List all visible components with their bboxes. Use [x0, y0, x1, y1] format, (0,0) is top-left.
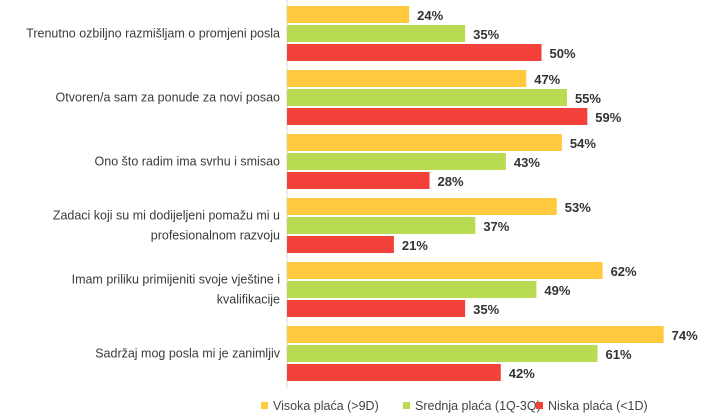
bar-low	[287, 108, 588, 125]
category-label: profesionalnom razvoju	[151, 229, 280, 243]
legend-label: Visoka plaća (>9D)	[273, 399, 379, 413]
category-label: Otvoren/a sam za ponude za novi posao	[56, 91, 280, 105]
data-label: 37%	[483, 219, 509, 234]
category-label: Ono što radim ima svrhu i smisao	[95, 155, 281, 169]
data-label: 50%	[550, 46, 576, 61]
bar-mid	[287, 217, 476, 234]
bar-mid	[287, 89, 567, 106]
category-label: Sadržaj mog posla mi je zanimljiv	[95, 347, 281, 361]
bar-low	[287, 364, 501, 381]
legend-swatch	[261, 402, 268, 409]
data-label: 62%	[611, 264, 637, 279]
bar-high	[287, 262, 603, 279]
bar-high	[287, 6, 410, 23]
bar-mid	[287, 153, 506, 170]
data-label: 43%	[514, 155, 540, 170]
bar-high	[287, 326, 664, 343]
legend-swatch	[403, 402, 410, 409]
data-label: 54%	[570, 136, 596, 151]
data-label: 21%	[402, 238, 428, 253]
legend-label: Srednja plaća (1Q-3Q)	[415, 399, 541, 413]
data-label: 42%	[509, 366, 535, 381]
category-label: Zadaci koji su mi dodijeljeni pomažu mi …	[53, 209, 280, 223]
bar-low	[287, 44, 542, 61]
data-label: 61%	[605, 347, 631, 362]
data-label: 47%	[534, 72, 560, 87]
bar-low	[287, 236, 394, 253]
data-label: 24%	[417, 8, 443, 23]
category-label: kvalifikacije	[217, 293, 280, 307]
legend-label: Niska plaća (<1D)	[548, 399, 648, 413]
bar-mid	[287, 281, 537, 298]
data-label: 49%	[544, 283, 570, 298]
bar-mid	[287, 25, 466, 42]
data-label: 59%	[595, 110, 621, 125]
bar-low	[287, 300, 466, 317]
bar-mid	[287, 345, 598, 362]
data-label: 53%	[565, 200, 591, 215]
category-label: Trenutno ozbiljno razmišljam o promjeni …	[26, 27, 280, 41]
bar-high	[287, 70, 527, 87]
legend-swatch	[536, 402, 543, 409]
bar-low	[287, 172, 430, 189]
data-label: 55%	[575, 91, 601, 106]
data-label: 28%	[438, 174, 464, 189]
bar-high	[287, 198, 557, 215]
data-label: 35%	[473, 27, 499, 42]
data-label: 74%	[672, 328, 698, 343]
category-label: Imam priliku primijeniti svoje vještine …	[72, 273, 280, 287]
bar-high	[287, 134, 562, 151]
data-label: 35%	[473, 302, 499, 317]
